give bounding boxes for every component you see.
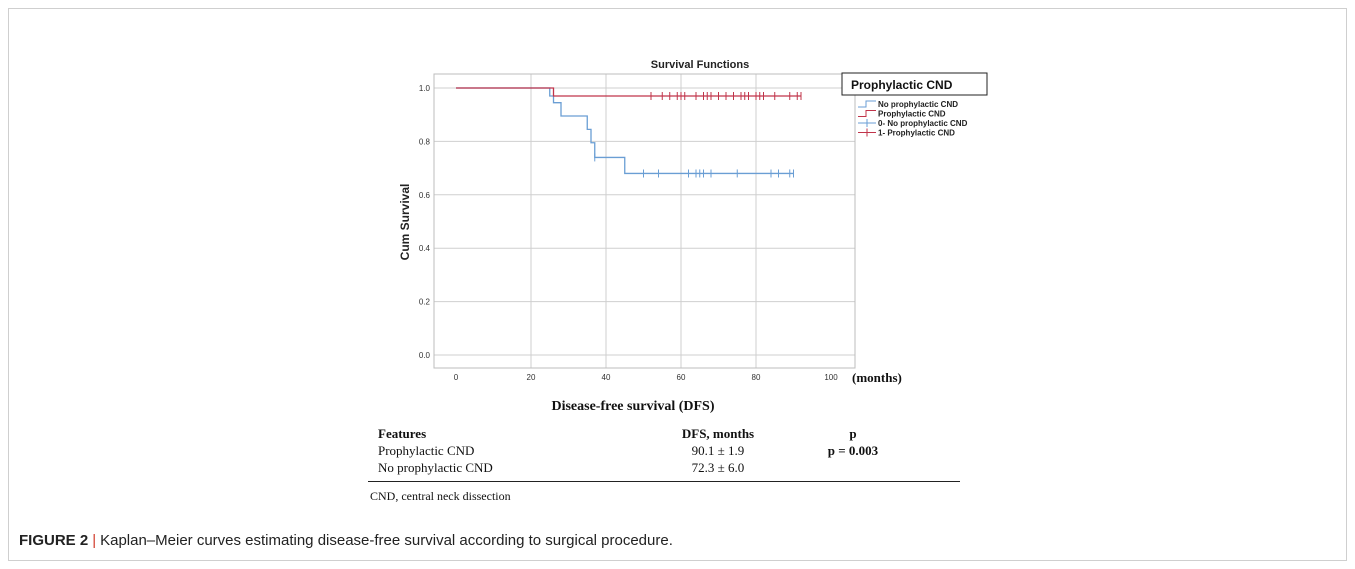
legend-label: 0- No prophylactic CND [878, 119, 968, 128]
table-header-row: Features DFS, months p [368, 426, 960, 443]
y-tick-label: 1.0 [419, 84, 431, 93]
x-axis-unit-label: (months) [852, 370, 902, 385]
table-row: Prophylactic CND 90.1 ± 1.9 p = 0.003 [368, 443, 960, 460]
row2-feature: No prophylactic CND [378, 460, 493, 475]
caption-separator: | [92, 532, 97, 549]
y-tick-label: 0.8 [419, 137, 431, 146]
legend-label: No prophylactic CND [878, 100, 958, 109]
x-tick-label: 80 [752, 373, 761, 382]
x-tick-label: 40 [602, 373, 611, 382]
km-curve-1 [456, 87, 801, 97]
dfs-table: Features DFS, months p Prophylactic CND … [368, 426, 960, 482]
chart-title: Survival Functions [651, 59, 749, 71]
km-curve-0 [456, 87, 794, 175]
figure-caption: FIGURE 2 | Kaplan–Meier curves estimating … [19, 532, 673, 549]
header-features: Features [378, 426, 427, 441]
y-tick-label: 0.0 [419, 351, 431, 360]
table-footnote: CND, central neck dissection [370, 489, 511, 503]
header-dfs: DFS, months [681, 426, 755, 441]
header-p: p [849, 426, 857, 441]
legend: Prophylactic CND No prophylactic CNDProp… [841, 72, 988, 138]
row1-feature: Prophylactic CND [378, 443, 475, 458]
row1-p: p = 0.003 [827, 443, 879, 458]
legend-title-box [841, 72, 988, 96]
x-tick-label: 60 [677, 373, 686, 382]
legend-step-swatch [858, 110, 876, 117]
x-tick-label: 100 [824, 373, 838, 382]
caption-text: Kaplan–Meier curves estimating disease-f… [100, 532, 673, 549]
x-tick-label: 0 [454, 373, 459, 382]
y-tick-label: 0.2 [419, 298, 431, 307]
x-tick-label: 20 [527, 373, 536, 382]
legend-label: 1- Prophylactic CND [878, 129, 955, 138]
series-layer [456, 87, 802, 178]
x-axis-title: Disease-free survival (DFS) [551, 399, 714, 414]
y-tick-label: 0.6 [419, 191, 431, 200]
y-tick-label: 0.4 [419, 244, 431, 253]
grid-layer [434, 74, 855, 368]
axis-layer: 0.0 0.2 0.4 0.6 0.8 1.0 0 20 40 60 80 100 [419, 73, 856, 382]
legend-title: Prophylactic CND [851, 78, 953, 92]
y-axis-title: Cum Survival [398, 184, 412, 261]
table-bottom-rule [368, 481, 960, 482]
plot-frame [433, 73, 856, 369]
row2-dfs: 72.3 ± 6.0 [691, 460, 745, 475]
legend-step-swatch [858, 100, 876, 108]
row1-dfs: 90.1 ± 1.9 [691, 443, 745, 458]
caption-label: FIGURE 2 [19, 532, 89, 549]
legend-label: Prophylactic CND [878, 110, 946, 119]
table-row: No prophylactic CND 72.3 ± 6.0 [368, 460, 960, 477]
figure-frame [8, 8, 1347, 561]
